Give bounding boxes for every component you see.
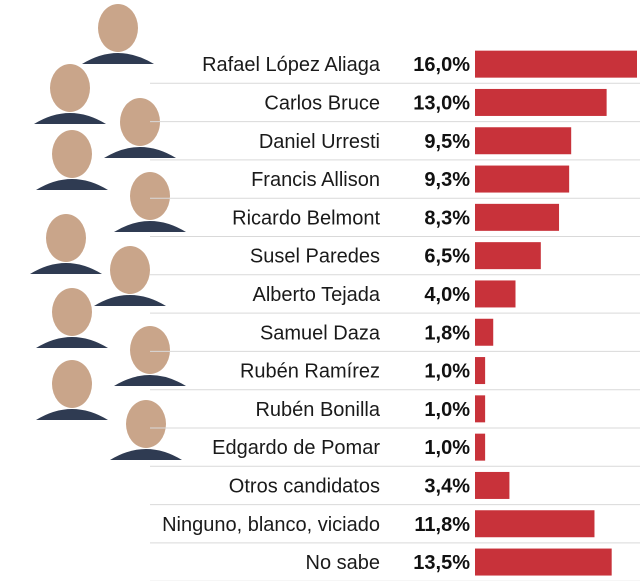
value-labels: 16,0% 13,0% 9,5% 9,3% 8,3% 6,5% 4,0% 1,8% 1,0% 1,… bbox=[413, 54, 470, 574]
value-label: 4,0% bbox=[424, 284, 470, 306]
candidate-label: Susel Paredes bbox=[250, 246, 380, 268]
candidate-label: Rubén Bonilla bbox=[255, 399, 380, 421]
candidate-label: Rafael López Aliaga bbox=[202, 54, 381, 76]
francis-allison-photo bbox=[36, 130, 108, 190]
bars bbox=[475, 50, 637, 576]
susel-paredes-photo bbox=[30, 214, 102, 274]
value-label: 13,0% bbox=[413, 92, 470, 114]
bar bbox=[475, 127, 572, 155]
bar bbox=[475, 318, 494, 346]
candidate-label: Samuel Daza bbox=[260, 322, 381, 344]
candidate-label: Otros candidatos bbox=[229, 475, 380, 497]
candidate-label: Francis Allison bbox=[251, 169, 380, 191]
bar bbox=[475, 510, 595, 538]
value-label: 16,0% bbox=[413, 54, 470, 76]
candidate-label: Carlos Bruce bbox=[264, 92, 380, 114]
candidate-label: Ricardo Belmont bbox=[232, 207, 380, 229]
ruben-ramirez-photo bbox=[114, 326, 186, 386]
ruben-bonilla-photo bbox=[36, 360, 108, 420]
bar bbox=[475, 548, 612, 576]
value-label: 1,0% bbox=[424, 361, 470, 383]
candidate-labels: Rafael López Aliaga Carlos Bruce Daniel Ur… bbox=[162, 54, 381, 574]
value-label: 8,3% bbox=[424, 207, 470, 229]
carlos-bruce-photo bbox=[34, 64, 106, 124]
samuel-daza-photo bbox=[36, 288, 108, 348]
bar bbox=[475, 433, 486, 461]
bar bbox=[475, 471, 510, 499]
bar bbox=[475, 280, 516, 308]
daniel-urresti-photo bbox=[104, 98, 176, 158]
alberto-tejada-photo bbox=[94, 246, 166, 306]
bar bbox=[475, 203, 560, 231]
bar bbox=[475, 165, 570, 193]
bar bbox=[475, 242, 541, 270]
ricardo-belmont-photo bbox=[114, 172, 186, 232]
value-label: 1,8% bbox=[424, 322, 470, 344]
value-label: 9,5% bbox=[424, 131, 470, 153]
rafael-lopez-aliaga-photo bbox=[82, 4, 154, 64]
row-separators bbox=[150, 82, 640, 581]
bar bbox=[475, 357, 486, 385]
bar bbox=[475, 88, 607, 116]
value-label: 6,5% bbox=[424, 246, 470, 268]
candidate-label: Daniel Urresti bbox=[259, 131, 380, 153]
edgardo-de-pomar-photo bbox=[110, 400, 182, 460]
value-label: 3,4% bbox=[424, 475, 470, 497]
candidate-label: No sabe bbox=[306, 552, 381, 574]
bar bbox=[475, 50, 637, 78]
candidate-label: Alberto Tejada bbox=[253, 284, 381, 306]
candidate-label: Ninguno, blanco, viciado bbox=[162, 514, 380, 536]
bar bbox=[475, 395, 486, 423]
value-label: 1,0% bbox=[424, 437, 470, 459]
candidate-label: Rubén Ramírez bbox=[240, 361, 380, 383]
value-label: 11,8% bbox=[414, 514, 470, 536]
candidate-label: Edgardo de Pomar bbox=[212, 437, 380, 459]
value-label: 13,5% bbox=[413, 552, 470, 574]
value-label: 9,3% bbox=[424, 169, 470, 191]
candidate-photos bbox=[30, 4, 186, 460]
value-label: 1,0% bbox=[424, 399, 470, 421]
